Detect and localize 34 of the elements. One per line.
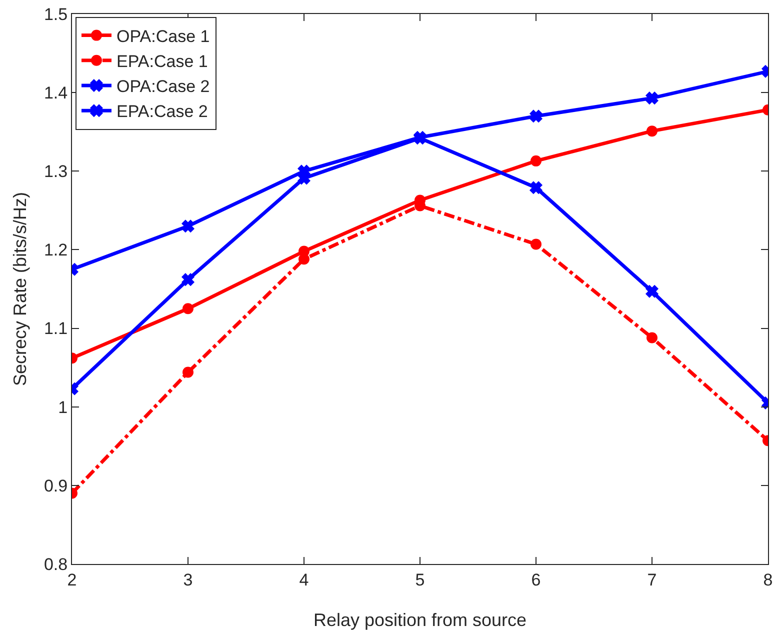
point — [182, 220, 194, 232]
y-tick-label: 1.4 — [44, 84, 68, 103]
x-tick-label: 2 — [67, 570, 77, 590]
point — [182, 366, 194, 378]
point — [646, 126, 658, 137]
point — [182, 273, 194, 286]
y-axis-title: Secrecy Rate (bits/s/Hz) — [10, 192, 30, 386]
point — [530, 110, 542, 122]
x-tick-label: 5 — [415, 570, 425, 590]
y-tick-label: 1.1 — [44, 319, 68, 338]
point — [530, 182, 542, 194]
x-axis-title: Relay position from source — [313, 610, 527, 630]
y-tick-label: 1.3 — [44, 162, 68, 182]
x-tick-label: 3 — [183, 570, 193, 590]
legend-label: EPA:Case 1 — [116, 52, 208, 72]
legend-label: OPA:Case 1 — [116, 26, 210, 46]
point — [646, 92, 658, 104]
y-tick-label: 1.2 — [44, 240, 68, 260]
y-tick-label: 0.8 — [44, 554, 68, 574]
point — [530, 238, 542, 250]
y-tick-label: 0.9 — [44, 476, 68, 496]
point — [298, 254, 310, 265]
y-tick-label: 1 — [58, 398, 68, 417]
point — [530, 155, 542, 166]
x-tick-label: 7 — [647, 570, 657, 590]
x-tick-label: 4 — [299, 570, 309, 590]
x-tick-label: 6 — [531, 570, 541, 590]
point — [646, 285, 658, 298]
point — [646, 332, 658, 344]
point — [182, 303, 194, 314]
legend-label: EPA:Case 2 — [116, 102, 208, 122]
y-tick-label: 1.5 — [44, 4, 68, 24]
x-tick-label: 8 — [763, 570, 773, 590]
legend-label: OPA:Case 2 — [116, 77, 210, 96]
